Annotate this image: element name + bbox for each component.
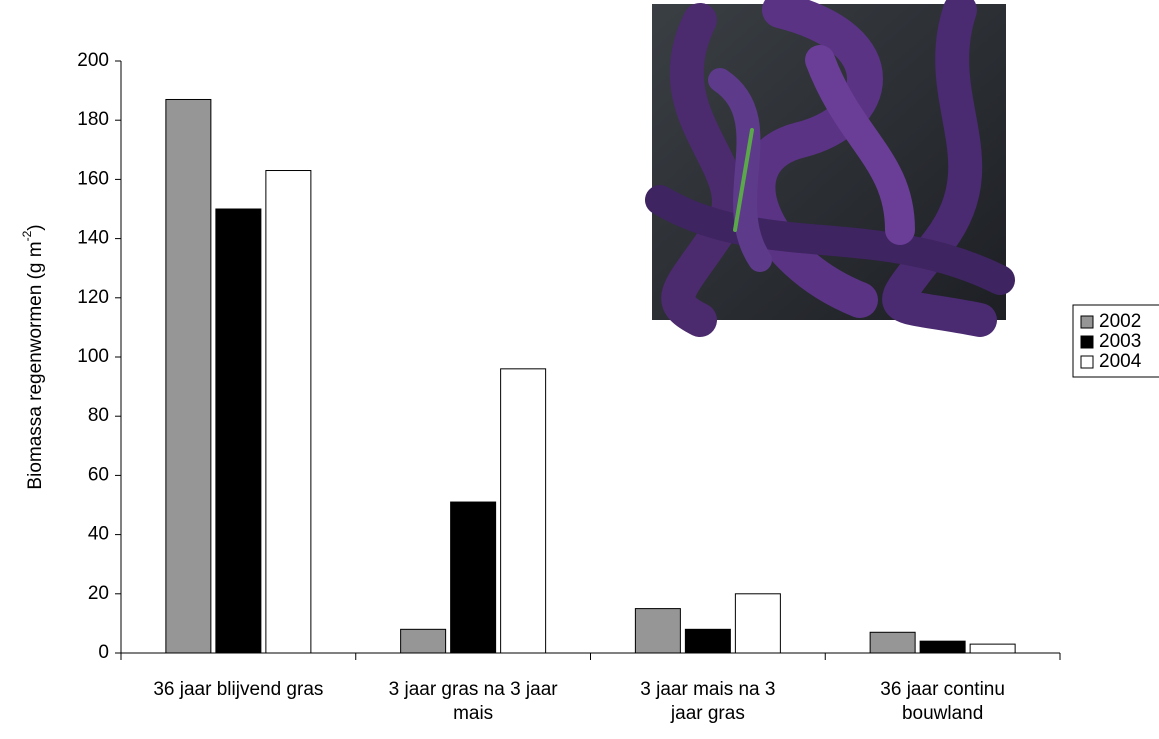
worm-photo bbox=[645, 0, 1015, 337]
x-tick-label: 3 jaar mais na 3 jaar gras bbox=[640, 679, 776, 724]
y-tick-label: 160 bbox=[77, 168, 109, 189]
y-tick-label: 80 bbox=[88, 405, 109, 426]
bar bbox=[215, 208, 262, 654]
bar bbox=[265, 170, 312, 654]
bar bbox=[500, 368, 547, 654]
bar bbox=[734, 593, 781, 654]
legend-swatch bbox=[1080, 315, 1094, 329]
y-axis-label-end: ) bbox=[25, 224, 46, 230]
legend-swatch bbox=[1080, 335, 1094, 349]
bar bbox=[684, 628, 731, 654]
y-tick-label: 100 bbox=[77, 346, 109, 367]
bar bbox=[165, 98, 212, 654]
bar bbox=[869, 631, 916, 654]
y-axis-label-sup: -2 bbox=[20, 230, 34, 241]
y-axis-label-text: Biomassa regenwormen (g m bbox=[25, 241, 46, 489]
y-tick-label: 120 bbox=[77, 287, 109, 308]
legend-label: 2002 bbox=[1099, 311, 1141, 332]
y-axis-label: Biomassa regenwormen (g m-2) bbox=[20, 224, 46, 489]
legend-label: 2003 bbox=[1099, 331, 1141, 352]
bar bbox=[400, 628, 447, 654]
legend-label: 2004 bbox=[1099, 351, 1142, 372]
y-tick-label: 200 bbox=[77, 50, 109, 71]
x-tick-label: 36 jaar continu bouwland bbox=[880, 679, 1005, 724]
bar bbox=[919, 640, 966, 654]
bar bbox=[634, 608, 681, 654]
x-tick-label: 36 jaar blijvend gras bbox=[153, 679, 324, 700]
y-tick-label: 180 bbox=[77, 109, 109, 130]
legend-swatch bbox=[1080, 355, 1094, 369]
y-tick-label: 140 bbox=[77, 228, 109, 249]
y-tick-label: 20 bbox=[88, 583, 109, 604]
y-tick-label: 0 bbox=[98, 642, 109, 663]
bar bbox=[450, 501, 497, 654]
x-tick-label: 3 jaar gras na 3 jaar mais bbox=[388, 679, 558, 724]
y-tick-label: 40 bbox=[88, 524, 109, 545]
y-tick-label: 60 bbox=[88, 464, 109, 485]
bar bbox=[969, 643, 1016, 654]
